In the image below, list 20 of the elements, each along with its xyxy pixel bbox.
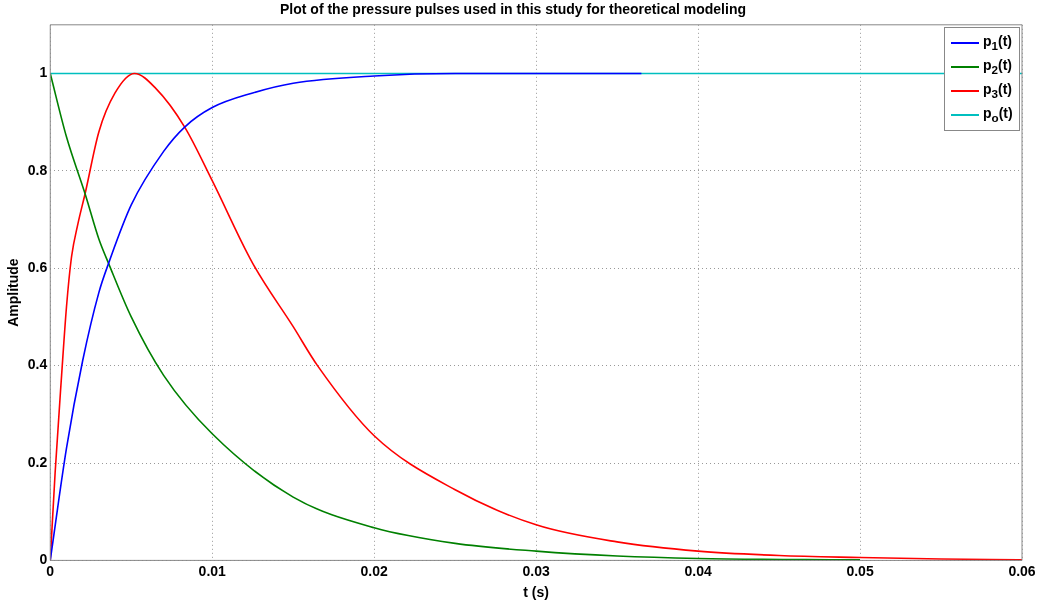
y-tick-label: 1 bbox=[39, 64, 48, 81]
x-axis-title: t (s) bbox=[523, 584, 549, 601]
y-tick-label: 0.2 bbox=[27, 453, 48, 470]
legend-label: p$_{3}$(t) bbox=[983, 81, 1013, 101]
y-tick-label: 0.8 bbox=[27, 161, 48, 178]
legend-label: p$_{1}$(t) bbox=[983, 33, 1013, 53]
x-tick-label: 0.04 bbox=[684, 562, 712, 579]
x-tick-label: 0.06 bbox=[1008, 562, 1036, 579]
y-tick-label: 0.6 bbox=[27, 259, 48, 276]
line-series bbox=[50, 72, 861, 561]
x-tick-label: 0.05 bbox=[846, 562, 874, 579]
x-tick-label: 0.02 bbox=[360, 562, 389, 579]
legend-label: p$_{o}$(t) bbox=[983, 105, 1013, 125]
y-axis-title: Amplitude bbox=[5, 258, 22, 327]
y-tick-label: 0.4 bbox=[27, 356, 48, 373]
legend-label: p$_{2}$(t) bbox=[983, 57, 1013, 77]
x-tick-label: 0.03 bbox=[522, 562, 550, 579]
x-tick-label: 0.01 bbox=[198, 562, 227, 579]
chart-title: Plot of the pressure pulses used in this study for theoretical modeling bbox=[280, 1, 746, 18]
y-tick-label: 0 bbox=[39, 551, 48, 568]
